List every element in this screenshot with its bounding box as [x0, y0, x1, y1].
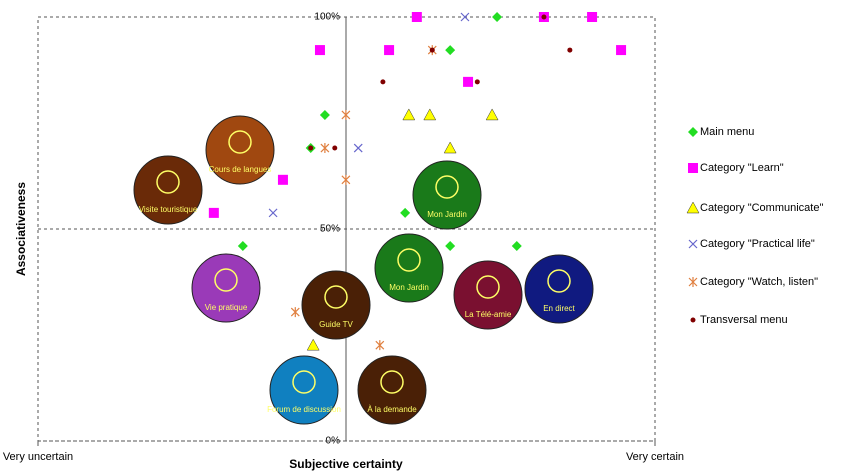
- legend-label: Category "Learn": [700, 162, 784, 174]
- icon-glyph: [214, 268, 238, 292]
- point: [314, 45, 325, 56]
- legend-label: Main menu: [700, 126, 754, 138]
- icon-label: Guide TV: [319, 320, 353, 329]
- icon-disc: [301, 270, 371, 340]
- icon-label: À la demande: [367, 405, 417, 414]
- icon-disc: [269, 355, 339, 425]
- icon-disc: [133, 155, 203, 225]
- point: [375, 340, 385, 351]
- icon-glyph: [292, 370, 316, 394]
- y-axis-label: Associativeness: [14, 182, 28, 276]
- menu-icon: Guide TV: [301, 270, 371, 340]
- icon-glyph: [476, 275, 500, 299]
- point: [463, 76, 474, 87]
- icon-label: Forum de discussion: [267, 405, 341, 414]
- point: [474, 79, 480, 85]
- icon-label: Mon Jardin: [427, 210, 467, 219]
- icon-disc: [191, 253, 261, 323]
- legend-swatch: [688, 163, 698, 173]
- menu-icon: Forum de discussion: [267, 355, 341, 425]
- legend-swatch: [688, 127, 698, 137]
- point: [402, 108, 416, 121]
- menu-icon: Mon Jardin: [412, 160, 482, 230]
- y-tick-label: 50%: [320, 224, 340, 235]
- point: [445, 240, 456, 251]
- point: [308, 145, 314, 151]
- icon-label: La Télé-amie: [465, 310, 512, 319]
- point: [541, 14, 547, 20]
- point: [341, 174, 351, 185]
- legend-label: Transversal menu: [700, 314, 788, 326]
- menu-icon: Cours de langues: [205, 115, 275, 185]
- menu-icon: En direct: [524, 254, 594, 324]
- point: [319, 109, 330, 120]
- icon-label: Vie pratique: [205, 303, 248, 312]
- point: [445, 45, 456, 56]
- point: [380, 79, 386, 85]
- x-tick-label: Very uncertain: [3, 451, 73, 463]
- icon-glyph: [435, 175, 459, 199]
- point: [237, 240, 248, 251]
- legend-label: Category "Practical life": [700, 238, 815, 250]
- point: [277, 174, 288, 185]
- icon-disc: [453, 260, 523, 330]
- point: [353, 143, 363, 153]
- point: [485, 108, 499, 121]
- menu-icon: Visite touristique: [133, 155, 203, 225]
- icon-disc: [357, 355, 427, 425]
- point: [400, 207, 411, 218]
- icon-label: Visite touristique: [139, 205, 198, 214]
- icon-disc: [205, 115, 275, 185]
- point: [511, 240, 522, 251]
- x-axis-label: Subjective certainty: [289, 457, 403, 471]
- icon-label: Cours de langues: [209, 165, 272, 174]
- point: [587, 12, 598, 22]
- legend-swatch: [686, 201, 700, 214]
- icon-disc: [524, 254, 594, 324]
- icon-glyph: [397, 248, 421, 272]
- point: [492, 12, 503, 22]
- x-tick-label: Very certain: [626, 451, 684, 463]
- icon-glyph: [324, 285, 348, 309]
- point: [332, 145, 338, 151]
- point: [429, 47, 435, 53]
- point: [268, 208, 278, 218]
- icon-glyph: [228, 130, 252, 154]
- point: [423, 108, 437, 121]
- point: [443, 141, 457, 154]
- point: [290, 307, 300, 318]
- icon-glyph: [380, 370, 404, 394]
- point: [567, 47, 573, 53]
- menu-icon: À la demande: [357, 355, 427, 425]
- icon-disc: [412, 160, 482, 230]
- point: [320, 143, 330, 154]
- point: [384, 45, 395, 56]
- point: [341, 109, 351, 120]
- menu-icon: Vie pratique: [191, 253, 261, 323]
- icon-label: En direct: [543, 304, 575, 313]
- legend-swatch: [690, 317, 696, 323]
- menu-icon: La Télé-amie: [453, 260, 523, 330]
- icon-glyph: [547, 269, 571, 293]
- legend-swatch: [688, 277, 698, 287]
- legend-label: Category "Watch, listen": [700, 276, 818, 288]
- point: [306, 338, 320, 351]
- menu-icon: Mon Jardin: [374, 233, 444, 303]
- icon-glyph: [156, 170, 180, 194]
- point: [208, 207, 219, 218]
- legend-label: Category "Communicate": [700, 202, 823, 214]
- point: [411, 12, 422, 22]
- legend-swatch: [688, 239, 698, 249]
- icon-disc: [374, 233, 444, 303]
- icon-label: Mon Jardin: [389, 283, 429, 292]
- point: [460, 12, 470, 22]
- point: [616, 45, 627, 56]
